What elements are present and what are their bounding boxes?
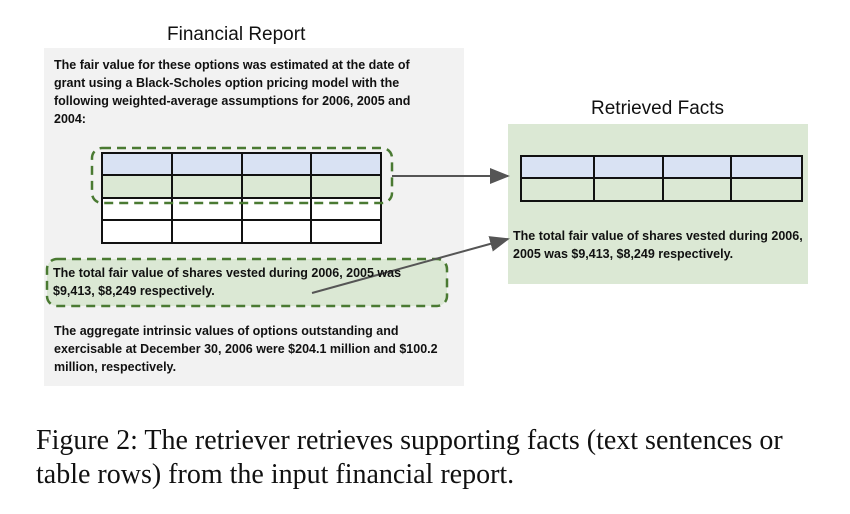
retrieved-facts-panel	[508, 124, 808, 284]
sentence-highlight	[45, 257, 449, 308]
figure-caption: Figure 2: The retriever retrieves suppor…	[36, 425, 783, 490]
retrieved-sentence: The total fair value of shares vested du…	[513, 229, 803, 261]
report-paragraph-options: The fair value for these options was est…	[54, 58, 411, 126]
highlighted-sentence: The total fair value of shares vested du…	[53, 266, 402, 298]
retrieved-facts-title: Retrieved Facts	[591, 98, 725, 119]
table-rows-highlight	[90, 146, 394, 205]
report-table	[101, 152, 382, 244]
financial-report-title: Financial Report	[167, 24, 306, 45]
retrieved-table	[520, 155, 803, 202]
retrieved-row-header	[521, 156, 802, 178]
report-paragraph-intrinsic: The aggregate intrinsic values of option…	[54, 324, 438, 374]
retrieved-row	[521, 178, 802, 201]
arrow-sentence-to-facts	[311, 236, 510, 294]
